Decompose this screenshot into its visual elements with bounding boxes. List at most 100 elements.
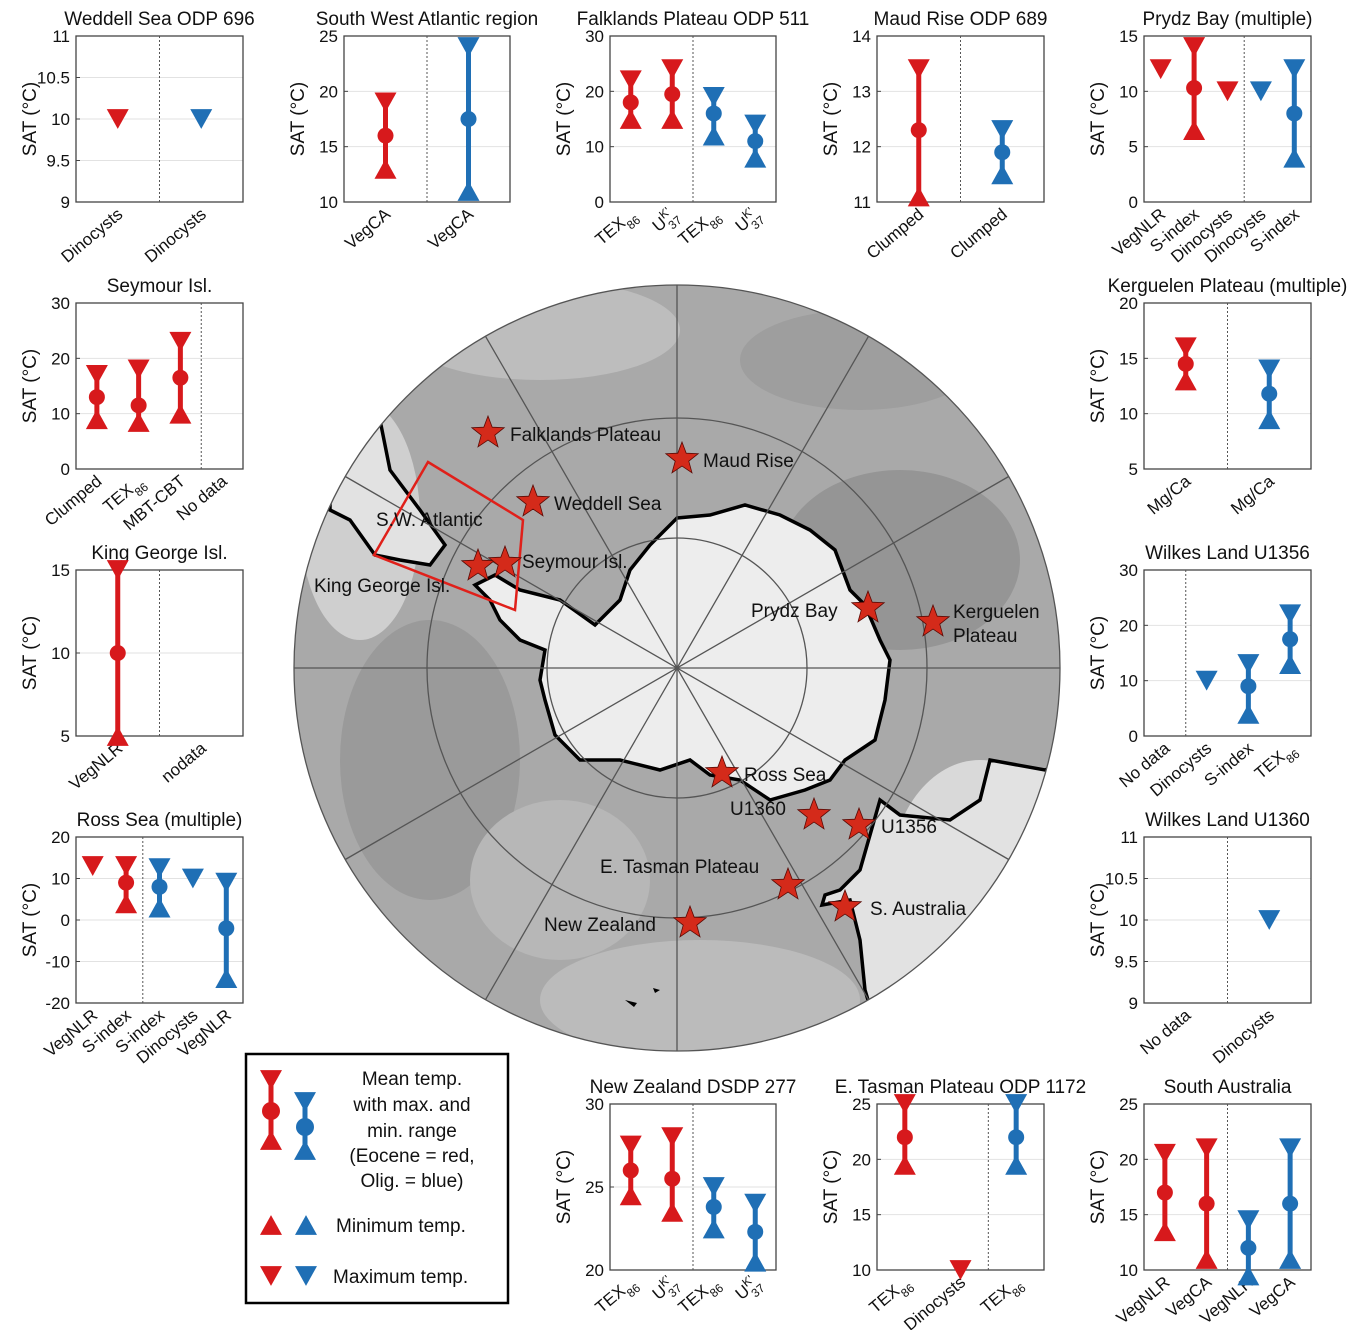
data-mark-red (1216, 81, 1239, 102)
max-marker (907, 59, 930, 80)
legend: Mean temp. with max. and min. range (Eoc… (244, 1052, 510, 1305)
mean-marker (218, 920, 235, 937)
y-tick-label: 25 (852, 1095, 871, 1114)
panel-title: Seymour Isl. (107, 276, 213, 297)
site-star-marker (841, 806, 877, 840)
mean-marker (910, 122, 927, 139)
panel-title: South Australia (1164, 1077, 1292, 1098)
panel-10: 9 9.5 10 10.5 11 SAT (°C) Wilkes Land U1360 No … (1088, 810, 1312, 1068)
max-marker (1258, 359, 1281, 380)
data-mark-red (169, 331, 192, 424)
legend-range-line-5: Olig. = blue) (361, 1171, 464, 1192)
site-star-marker (704, 754, 740, 788)
y-tick-label: 20 (852, 1150, 871, 1169)
site-label: S.W. Atlantic (376, 510, 483, 531)
legend-min-red (260, 1215, 282, 1235)
min-marker (1183, 120, 1206, 140)
y-axis-label: SAT (°C) (1088, 1150, 1109, 1224)
y-tick-label: 10 (852, 1261, 871, 1280)
y-axis-label: SAT (°C) (20, 883, 41, 957)
y-tick-label: 10.5 (37, 69, 70, 88)
data-mark-blue (1283, 59, 1306, 168)
panel-7: 5 10 15 SAT (°C) King George Isl. VegNLR nodat… (20, 543, 244, 794)
site-label: King George Isl. (314, 576, 450, 597)
data-mark-blue (181, 868, 204, 889)
category-label: UK'37 (730, 1270, 768, 1308)
y-tick-label: 15 (1119, 1206, 1138, 1225)
legend-blue-mean (296, 1118, 314, 1136)
y-axis-label: SAT (°C) (20, 82, 41, 156)
y-tick-label: 10 (1119, 82, 1138, 101)
site-label: Seymour Isl. (522, 552, 628, 573)
min-marker (744, 1251, 767, 1272)
y-tick-label: 15 (1119, 27, 1138, 46)
data-mark-red (893, 1094, 916, 1175)
site-markers (460, 414, 951, 938)
category-label: Dinocysts (58, 205, 127, 267)
data-mark-blue (702, 86, 725, 146)
min-marker (619, 109, 642, 129)
mean-marker (896, 1129, 913, 1146)
site-star-marker (672, 904, 708, 938)
y-tick-label: 9 (1129, 994, 1138, 1013)
legend-max-red (260, 1266, 282, 1286)
mean-marker (1261, 385, 1278, 402)
site-star-marker (460, 547, 496, 581)
y-tick-label: 25 (319, 27, 338, 46)
y-tick-label: 20 (319, 82, 338, 101)
min-marker (1237, 1265, 1260, 1286)
y-tick-label: 0 (595, 193, 604, 212)
min-marker (1195, 1249, 1218, 1269)
y-tick-label: 10 (51, 644, 70, 663)
graticule (293, 284, 1061, 1052)
site-label: New Zealand (544, 915, 656, 936)
min-marker (991, 164, 1014, 185)
y-tick-label: 11 (1120, 828, 1138, 847)
site-label: Plateau (953, 626, 1017, 647)
y-tick-label: 10 (585, 138, 604, 157)
y-tick-label: 15 (319, 138, 338, 157)
y-tick-label: 20 (1119, 616, 1138, 635)
max-marker (115, 856, 138, 876)
category-label: VegNLR (66, 739, 127, 794)
data-mark-blue (1195, 670, 1218, 691)
panel-title: South West Atlantic region (316, 9, 539, 30)
min-marker (1005, 1154, 1028, 1175)
panel-title: Prydz Bay (multiple) (1143, 9, 1313, 30)
mean-marker (747, 133, 764, 150)
y-tick-label: 0 (1129, 193, 1138, 212)
min-marker (702, 125, 725, 146)
y-tick-label: 13 (852, 82, 871, 101)
max-marker (1216, 81, 1239, 102)
site-label: E. Tasman Plateau (600, 857, 759, 878)
site-star-marker (664, 440, 700, 474)
category-label: Dinocysts (1209, 1006, 1278, 1068)
site-label: Prydz Bay (751, 601, 838, 622)
site-star-marker (770, 866, 806, 900)
mean-marker (994, 144, 1011, 161)
max-marker (1249, 81, 1272, 102)
y-tick-label: 10 (51, 110, 70, 129)
min-marker (1283, 147, 1306, 168)
min-marker (893, 1154, 916, 1175)
max-marker (949, 1260, 972, 1280)
y-tick-label: -20 (45, 994, 70, 1013)
max-marker (457, 37, 480, 57)
y-tick-label: 10 (51, 870, 70, 889)
panel-title: New Zealand DSDP 277 (590, 1077, 797, 1098)
min-marker (106, 726, 129, 746)
max-marker (106, 560, 129, 580)
y-tick-label: 20 (585, 1261, 604, 1280)
mean-marker (705, 1198, 722, 1215)
max-marker (374, 92, 397, 113)
site-label: Kerguelen (953, 602, 1040, 623)
mean-marker (1008, 1129, 1025, 1146)
legend-range-line-4: (Eocene = red, (349, 1146, 474, 1167)
category-label: TEX86 (1251, 738, 1303, 787)
min-marker (85, 409, 108, 430)
y-tick-label: 30 (1119, 561, 1138, 580)
data-mark-red (374, 92, 397, 179)
panel-title: E. Tasman Plateau ODP 1172 (835, 1077, 1086, 1098)
category-label: Clumped (863, 205, 927, 263)
data-mark-red (619, 1135, 642, 1206)
